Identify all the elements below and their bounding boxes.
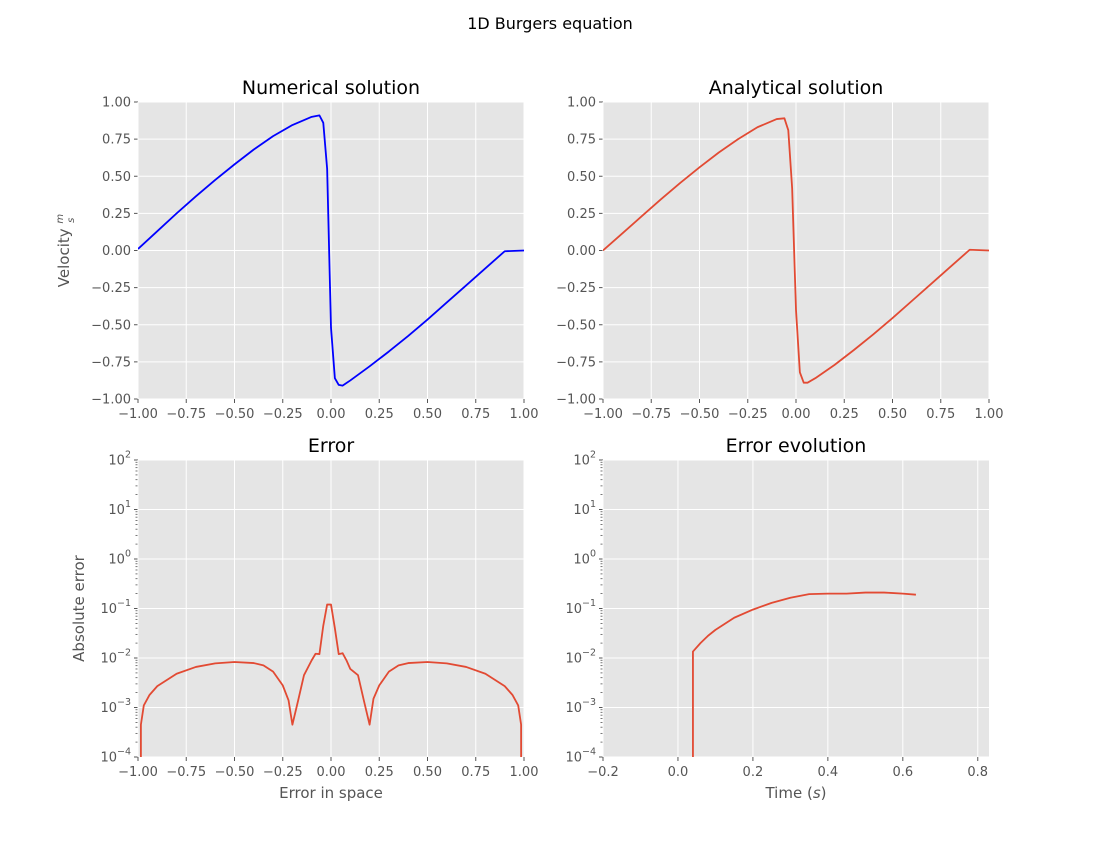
y-tick-label: 0.25: [102, 207, 131, 222]
x-tick-label: −1.00: [118, 407, 158, 422]
x-tick-label: −0.25: [728, 407, 768, 422]
y-tick-label: 10−2: [565, 648, 596, 667]
y-tick-label: −1.00: [556, 393, 596, 408]
y-tick-label: −0.25: [556, 281, 596, 296]
y-tick-label: 101: [108, 499, 131, 518]
y-tick-label: −0.25: [91, 281, 131, 296]
x-tick-label: 0.00: [317, 407, 346, 422]
x-tick-label: −1.00: [583, 407, 623, 422]
x-tick-label: 0.50: [413, 407, 442, 422]
subplot-error-evolution: 10−4 10−3 10−2 10−1 100 101 102 −0.2 0.0 0.2 0.4 0.…: [565, 435, 989, 802]
y-tick-label: 1.00: [567, 96, 596, 111]
x-tick-label: −0.2: [587, 765, 619, 780]
y-tick-label: 0.50: [567, 170, 596, 185]
y-tick-label: 10−3: [100, 697, 131, 716]
y-tick-label: 102: [108, 450, 131, 469]
y-tick-label: −0.50: [556, 318, 596, 333]
series-line-analytical: [603, 117, 989, 384]
figure-suptitle: 1D Burgers equation: [467, 14, 633, 33]
x-tick-label: 0.75: [461, 407, 490, 422]
y-tick-label: 10−2: [100, 648, 131, 667]
y-axis-label: Absolute error: [70, 554, 88, 661]
x-tick-label: −1.00: [118, 765, 158, 780]
x-tick-label: −0.25: [263, 765, 303, 780]
subplot-title: Analytical solution: [709, 77, 884, 99]
x-axis-label: Time (s): [764, 784, 826, 802]
x-tick-label: 0.50: [413, 765, 442, 780]
x-tick-label: 1.00: [975, 407, 1004, 422]
y-tick-label: 100: [573, 549, 596, 568]
series-line-error: [139, 603, 523, 757]
subplot-title: Error: [308, 435, 355, 457]
y-tick-label: −1.00: [91, 393, 131, 408]
y-tick-label: 10−4: [565, 747, 596, 766]
y-tick-label: 1.00: [102, 96, 131, 111]
x-tick-label: 0.25: [365, 765, 394, 780]
subplot-numerical: −1.00 −0.75 −0.50 −0.25 0.00 0.25 0.50 0.75 1.00…: [55, 77, 538, 422]
x-tick-label: −0.75: [166, 407, 206, 422]
x-tick-label: 0.00: [317, 765, 346, 780]
x-tick-label: −0.25: [263, 407, 303, 422]
subplot-title: Numerical solution: [242, 77, 420, 99]
y-tick-label: 10−4: [100, 747, 131, 766]
x-tick-label: −0.50: [215, 407, 255, 422]
y-tick-label: 0.25: [567, 207, 596, 222]
y-tick-label: 10−1: [100, 598, 131, 617]
x-tick-label: 0.75: [926, 407, 955, 422]
y-tick-label: −0.75: [556, 355, 596, 370]
series-line-error-evolution: [692, 591, 916, 757]
x-tick-label: −0.50: [680, 407, 720, 422]
x-tick-label: 0.4: [818, 765, 839, 780]
x-tick-label: 0.25: [365, 407, 394, 422]
x-tick-label: 0.75: [461, 765, 490, 780]
y-tick-label: 0.75: [102, 133, 131, 148]
y-tick-label: 0.75: [567, 133, 596, 148]
x-tick-label: −0.75: [631, 407, 671, 422]
subplot-error: 10−4 10−3 10−2 10−1 100 101 102 −1.00 −0.75 −0.50…: [70, 435, 538, 802]
y-tick-label: 102: [573, 450, 596, 469]
y-axis-label: Velocity ms: [55, 214, 77, 288]
y-tick-label: 101: [573, 499, 596, 518]
x-tick-label: 0.00: [782, 407, 811, 422]
x-tick-label: 0.0: [668, 765, 689, 780]
y-tick-label: −0.50: [91, 318, 131, 333]
y-tick-label: 10−3: [565, 697, 596, 716]
subplot-analytical: −1.00 −0.75 −0.50 −0.25 0.00 0.25 0.50 0.75 1.00…: [556, 77, 1003, 422]
x-tick-label: 1.00: [510, 765, 539, 780]
x-tick-label: 0.6: [892, 765, 913, 780]
x-axis-label: Error in space: [279, 784, 383, 802]
x-tick-label: 0.2: [743, 765, 764, 780]
y-tick-label: 0.00: [567, 244, 596, 259]
subplot-title: Error evolution: [726, 435, 867, 457]
x-tick-label: −0.50: [215, 765, 255, 780]
x-tick-label: 1.00: [510, 407, 539, 422]
y-tick-label: −0.75: [91, 355, 131, 370]
y-tick-label: 0.50: [102, 170, 131, 185]
x-tick-label: 0.25: [830, 407, 859, 422]
x-tick-label: 0.50: [878, 407, 907, 422]
x-tick-label: 0.8: [967, 765, 988, 780]
y-tick-label: 10−1: [565, 598, 596, 617]
series-line-numerical: [138, 114, 524, 387]
x-tick-label: −0.75: [166, 765, 206, 780]
y-tick-label: 100: [108, 549, 131, 568]
y-tick-label: 0.00: [102, 244, 131, 259]
